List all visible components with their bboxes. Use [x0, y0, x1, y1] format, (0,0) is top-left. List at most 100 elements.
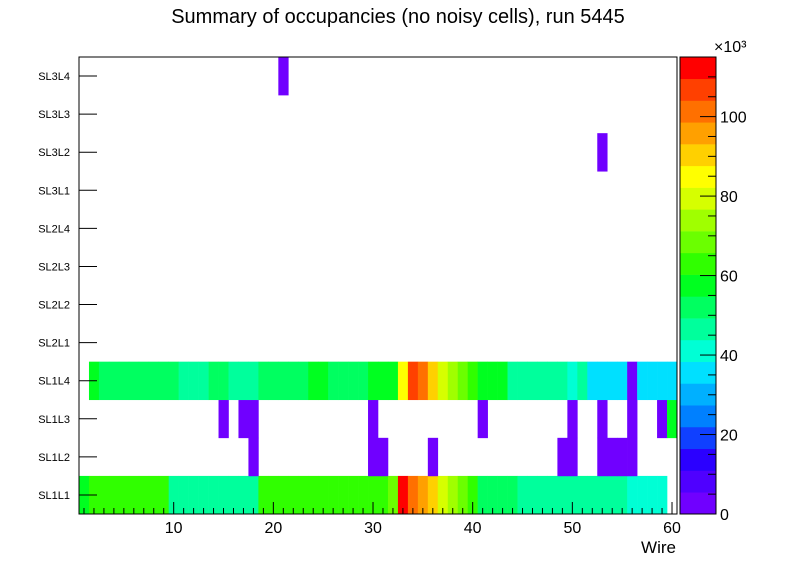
- heatmap-cell-sl1l2-w53: [597, 437, 608, 477]
- heatmap-cell-sl1l4-w12: [188, 361, 199, 401]
- heatmap-cell-sl1l4-w47: [537, 361, 548, 401]
- heatmap-cell-sl1l3-w53: [597, 399, 608, 439]
- x-tick-label: 60: [663, 520, 681, 537]
- heatmap-cell-sl1l3-w50: [567, 399, 578, 439]
- heatmap-cell-sl1l1-w3: [98, 475, 110, 515]
- heatmap-cell-sl1l4-w60: [667, 361, 678, 401]
- heatmap-cell-sl1l1-w29: [358, 475, 369, 515]
- heatmap-cell-sl1l4-w36: [427, 361, 439, 401]
- heatmap-cell-sl1l1-w37: [437, 475, 449, 515]
- heatmap-cell-sl1l1-w20: [268, 475, 279, 515]
- heatmap-cell-sl1l2-w54: [607, 437, 618, 477]
- heatmap-cell-sl1l2-w31: [378, 437, 389, 477]
- colorbar-tick-label: 60: [720, 269, 738, 286]
- heatmap-cell-sl1l4-w30: [368, 361, 379, 401]
- heatmap-cell-sl1l1-w12: [188, 475, 199, 515]
- heatmap-cell-sl1l1-w34: [407, 475, 419, 515]
- heatmap-cell-sl1l4-w44: [507, 361, 518, 401]
- y-category-label: SL2L2: [38, 300, 70, 312]
- x-tick-label: 10: [165, 520, 183, 537]
- heatmap-cell-sl1l4-w31: [378, 361, 389, 401]
- heatmap-cell-sl1l2-w18: [248, 437, 259, 477]
- heatmap-cell-sl1l4-w24: [308, 361, 319, 401]
- heatmap-cell-sl1l1-w59: [657, 475, 668, 515]
- colorbar-tick-label: 20: [720, 428, 738, 445]
- colorbar-band: [680, 405, 716, 428]
- heatmap-cell-sl1l4-w55: [617, 361, 628, 401]
- heatmap-cell-sl1l1-w15: [218, 475, 229, 515]
- heatmap-cell-sl1l1-w44: [507, 475, 518, 515]
- heatmap-cell-sl1l4-w45: [517, 361, 528, 401]
- heatmap-cell-sl1l1-w48: [547, 475, 558, 515]
- colorbar-tick-label: 40: [720, 348, 738, 365]
- heatmap-cell-sl1l3-w41: [477, 399, 488, 439]
- heatmap-cell-sl1l1-w23: [298, 475, 309, 515]
- heatmap-cell-sl1l1-w58: [647, 475, 658, 515]
- heatmap-cell-sl1l3-w30: [368, 399, 379, 439]
- colorbar-band: [680, 209, 716, 232]
- heatmap-cell-sl1l4-w19: [258, 361, 269, 401]
- colorbar-band: [680, 274, 716, 297]
- heatmap-cell-sl1l4-w18: [248, 361, 259, 401]
- heatmap-cell-sl1l4-w43: [497, 361, 508, 401]
- heatmap-cell-sl1l4-w4: [108, 361, 120, 401]
- colorbar-tick-label: 80: [720, 189, 738, 206]
- heatmap-cell-sl1l1-w39: [457, 475, 468, 515]
- heatmap-cell-sl1l1-w26: [328, 475, 339, 515]
- colorbar-band: [680, 100, 716, 123]
- heatmap-cell-sl1l1-w36: [427, 475, 439, 515]
- heatmap-cell-sl1l1-w50: [567, 475, 578, 515]
- heatmap-cell-sl1l4-w11: [178, 361, 189, 401]
- colorbar-frame: [679, 56, 717, 515]
- heatmap-cell-sl1l4-w54: [607, 361, 618, 401]
- heatmap-cell-sl3l2-w53: [597, 133, 608, 172]
- heatmap-cell-sl1l2-w30: [368, 437, 379, 477]
- colorbar-band: [680, 165, 716, 188]
- heatmap-cell-sl1l1-w18: [248, 475, 259, 515]
- colorbar-band: [680, 122, 716, 145]
- x-tick-label: 20: [264, 520, 282, 537]
- heatmap-cell-sl1l4-w13: [198, 361, 209, 401]
- y-axis: SL1L1 SL1L2 SL1L3 SL1L4 SL2L1 SL2L2 SL2L3 SL2L4…: [38, 71, 97, 502]
- heatmap-cell-sl1l4-w28: [348, 361, 359, 401]
- y-category-label: SL2L1: [38, 338, 70, 350]
- colorbar-band: [680, 57, 716, 80]
- heatmap-cell-sl1l2-w49: [557, 437, 568, 477]
- heatmap-cell-sl1l1-w51: [577, 475, 588, 515]
- y-category-label: SL3L3: [38, 109, 70, 121]
- x-axis-label: Wire: [641, 538, 676, 557]
- colorbar-band: [680, 426, 716, 450]
- heatmap-cell-sl1l4-w16: [228, 361, 239, 401]
- heatmap-cell-sl1l4-w35: [417, 361, 429, 401]
- heatmap-cell-sl1l1-w38: [447, 475, 459, 515]
- heatmap-cell-sl1l4-w49: [557, 361, 568, 401]
- heatmap-cell-sl1l2-w36: [427, 437, 439, 477]
- heatmap-cell-sl1l1-w52: [587, 475, 598, 515]
- colorbar-band: [680, 318, 716, 341]
- y-category-label: SL1L2: [38, 452, 70, 464]
- colorbar-band: [680, 448, 716, 471]
- heatmap-cell-sl1l4-w3: [98, 361, 110, 401]
- heatmap-cells: [79, 57, 678, 515]
- heatmap-cell-sl1l1-w17: [238, 475, 249, 515]
- heatmap-cell-sl1l1-w30: [368, 475, 379, 515]
- heatmap-cell-sl1l4-w50: [567, 361, 578, 401]
- x-tick-label: 50: [563, 520, 581, 537]
- heatmap-cell-sl1l1-w5: [118, 475, 130, 515]
- heatmap-cell-sl1l1-w43: [497, 475, 508, 515]
- heatmap-cell-sl1l1-w7: [138, 475, 150, 515]
- y-category-label: SL1L1: [38, 490, 70, 502]
- heatmap-cell-sl1l4-w15: [218, 361, 229, 401]
- heatmap-cell-sl1l4-w8: [148, 361, 160, 401]
- heatmap-cell-sl1l1-w13: [198, 475, 209, 515]
- heatmap-cell-sl1l1-w41: [477, 475, 488, 515]
- y-category-label: SL2L4: [38, 223, 70, 235]
- heatmap-cell-sl1l3-w56: [627, 399, 638, 439]
- heatmap-cell-sl1l1-w46: [527, 475, 538, 515]
- heatmap-cell-sl3l4-w21: [278, 57, 289, 96]
- heatmap-cell-sl1l4-w7: [138, 361, 150, 401]
- heatmap-cell-sl1l4-w29: [358, 361, 369, 401]
- heatmap-cell-sl1l3-w59: [657, 399, 668, 439]
- heatmap-cell-sl1l4-w40: [467, 361, 478, 401]
